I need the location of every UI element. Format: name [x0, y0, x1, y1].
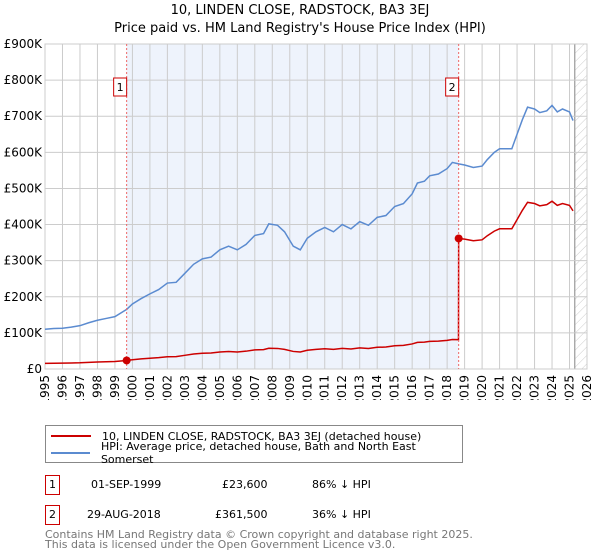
x-tick-label: 2005	[213, 375, 227, 400]
x-tick-label: 1997	[73, 375, 87, 400]
sale-marker-box	[445, 77, 460, 97]
sale-marker-box	[113, 77, 128, 97]
x-tick-label: 1995	[38, 375, 52, 400]
sale-date: 01-SEP-1999	[91, 478, 162, 491]
sale-point	[454, 234, 463, 243]
chart-legend: 10, LINDEN CLOSE, RADSTOCK, BA3 3EJ (det…	[45, 425, 463, 466]
chart-subtitle: Price paid vs. HM Land Registry's House …	[114, 21, 486, 36]
legend-swatch-blue	[51, 452, 90, 454]
x-tick-label: 2002	[160, 375, 174, 400]
x-tick-label: 2009	[283, 375, 297, 400]
hpi-line	[44, 104, 574, 331]
footer-copyright: Contains HM Land Registry data © Crown c…	[45, 528, 473, 541]
x-tick-label: 2004	[195, 375, 209, 400]
legend-label: HPI: Average price, detached house, Bath…	[100, 440, 416, 466]
legend-swatch-red	[51, 435, 91, 437]
y-tick-label: £900K	[4, 37, 44, 51]
sale-hpi-diff: 86% ↓ HPI	[312, 478, 371, 491]
y-tick-label: £600K	[4, 145, 44, 159]
x-tick-label: 2001	[143, 375, 157, 400]
x-tick-label: 2017	[423, 375, 437, 400]
sale-hpi-diff: 36% ↓ HPI	[312, 508, 371, 521]
legend-item-property: 10, LINDEN CLOSE, RADSTOCK, BA3 3EJ (det…	[51, 428, 421, 444]
x-tick-label: 1996	[55, 375, 69, 400]
x-tick-label: 2014	[370, 375, 384, 400]
chart-title: 10, LINDEN CLOSE, RADSTOCK, BA3 3EJ	[170, 3, 430, 18]
y-tick-label: £800K	[4, 73, 44, 87]
y-tick-label: £0	[27, 362, 42, 376]
x-tick-label: 2026	[580, 375, 594, 400]
sale-marker-number: 1	[117, 81, 124, 94]
sale-marker-number: 2	[449, 81, 456, 94]
footer-licence: This data is licensed under the Open Gov…	[45, 538, 396, 551]
x-tick-label: 1998	[90, 375, 104, 400]
y-tick-label: £200K	[4, 290, 44, 304]
x-tick-label: 2003	[178, 375, 192, 400]
y-tick-label: £100K	[4, 326, 44, 340]
plot-frame	[44, 43, 588, 370]
ownership-period-shade	[126, 44, 459, 369]
y-tick-label: £400K	[4, 218, 44, 232]
x-tick-label: 2013	[353, 375, 367, 400]
y-tick-label: £700K	[4, 109, 44, 123]
sale-marker-badge: 2	[45, 505, 60, 525]
footer: Contains HM Land Registry data © Crown c…	[45, 528, 473, 551]
x-tick-label: 1999	[108, 375, 122, 400]
sale-point	[122, 356, 131, 365]
sale-date: 29-AUG-2018	[87, 508, 161, 521]
price-chart: £0 £100K £200K £300K £400K £500K £600K £700K £80…	[4, 37, 594, 400]
legend-label: 10, LINDEN CLOSE, RADSTOCK, BA3 3EJ (det…	[102, 429, 422, 443]
x-tick-label: 2016	[405, 375, 419, 400]
x-tick-label: 2020	[475, 375, 489, 400]
property-price-line	[44, 200, 574, 365]
x-tick-label: 2010	[300, 375, 314, 400]
x-tick-label: 2025	[563, 375, 577, 400]
x-tick-label: 2006	[230, 375, 244, 400]
x-tick-label: 2011	[318, 375, 332, 400]
x-tick-label: 2007	[248, 375, 262, 400]
x-tick-label: 2021	[493, 375, 507, 400]
sale-price: £23,600	[222, 478, 268, 491]
x-tick-label: 2023	[528, 375, 542, 400]
x-tick-label: 2019	[458, 375, 472, 400]
x-tick-label: 2012	[335, 375, 349, 400]
x-tick-label: 2018	[440, 375, 454, 400]
sale-price: £361,500	[215, 508, 268, 521]
x-tick-label: 2015	[388, 375, 402, 400]
x-tick-label: 2008	[265, 375, 279, 400]
x-tick-label: 2000	[125, 375, 139, 400]
sale-marker-badge: 1	[45, 475, 60, 495]
legend-item-hpi: HPI: Average price, detached house, Bath…	[51, 440, 462, 466]
y-tick-label: £300K	[4, 254, 44, 268]
x-tick-label: 2024	[545, 375, 559, 400]
x-tick-label: 2022	[510, 375, 524, 400]
y-tick-label: £500K	[4, 181, 44, 195]
future-hatch	[574, 44, 587, 369]
